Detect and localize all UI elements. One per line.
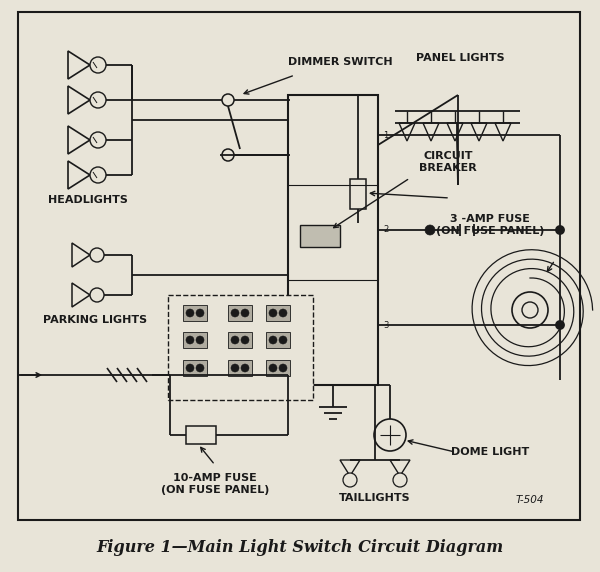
- Polygon shape: [72, 243, 90, 267]
- Bar: [300, 225, 340, 247]
- Circle shape: [90, 57, 106, 73]
- Polygon shape: [68, 51, 90, 79]
- Circle shape: [186, 309, 194, 317]
- Polygon shape: [495, 123, 511, 141]
- Circle shape: [196, 336, 204, 344]
- Circle shape: [269, 309, 277, 317]
- Circle shape: [279, 336, 287, 344]
- Circle shape: [374, 419, 406, 451]
- Circle shape: [393, 473, 407, 487]
- Circle shape: [186, 336, 194, 344]
- Polygon shape: [471, 123, 487, 141]
- Circle shape: [241, 336, 249, 344]
- Circle shape: [343, 473, 357, 487]
- Text: Figure 1—Main Light Switch Circuit Diagram: Figure 1—Main Light Switch Circuit Diagr…: [97, 539, 503, 557]
- Circle shape: [231, 364, 239, 372]
- Text: 3: 3: [383, 320, 389, 329]
- Circle shape: [241, 309, 249, 317]
- Circle shape: [512, 292, 548, 328]
- Bar: [228, 332, 252, 348]
- Text: 3 -AMP FUSE
(ON FUSE PANEL): 3 -AMP FUSE (ON FUSE PANEL): [436, 214, 544, 236]
- Bar: [266, 360, 290, 376]
- Text: PANEL LIGHTS: PANEL LIGHTS: [416, 53, 505, 63]
- Circle shape: [90, 167, 106, 183]
- Bar: [266, 332, 290, 348]
- Text: 10-AMP FUSE
(ON FUSE PANEL): 10-AMP FUSE (ON FUSE PANEL): [161, 473, 269, 495]
- Circle shape: [231, 336, 239, 344]
- Bar: [183, 332, 207, 348]
- Circle shape: [196, 364, 204, 372]
- Bar: [183, 360, 207, 376]
- Polygon shape: [447, 123, 463, 141]
- Bar: [18, 12, 580, 520]
- Circle shape: [196, 309, 204, 317]
- Bar: [168, 295, 313, 400]
- Polygon shape: [423, 123, 439, 141]
- Circle shape: [186, 364, 194, 372]
- Circle shape: [231, 309, 239, 317]
- Bar: [228, 360, 252, 376]
- Text: DOME LIGHT: DOME LIGHT: [451, 447, 529, 457]
- Circle shape: [425, 225, 435, 235]
- Bar: [350, 179, 366, 209]
- Polygon shape: [68, 126, 90, 154]
- Text: PARKING LIGHTS: PARKING LIGHTS: [43, 315, 147, 325]
- Circle shape: [279, 364, 287, 372]
- Circle shape: [556, 321, 564, 329]
- Circle shape: [90, 132, 106, 148]
- Circle shape: [269, 364, 277, 372]
- Polygon shape: [68, 86, 90, 114]
- Polygon shape: [72, 283, 90, 307]
- Circle shape: [222, 94, 234, 106]
- Bar: [266, 305, 290, 321]
- Circle shape: [556, 226, 564, 234]
- Circle shape: [90, 248, 104, 262]
- Bar: [183, 305, 207, 321]
- Circle shape: [90, 92, 106, 108]
- Polygon shape: [399, 123, 415, 141]
- Text: 1: 1: [383, 130, 389, 140]
- Circle shape: [90, 288, 104, 302]
- Polygon shape: [390, 460, 410, 476]
- Polygon shape: [68, 161, 90, 189]
- Bar: [288, 95, 378, 385]
- Text: TAILLIGHTS: TAILLIGHTS: [339, 493, 411, 503]
- Bar: [186, 426, 216, 444]
- Text: CIRCUIT
BREAKER: CIRCUIT BREAKER: [419, 151, 477, 173]
- Text: 2: 2: [383, 225, 389, 235]
- Text: T-504: T-504: [516, 495, 544, 505]
- Bar: [228, 305, 252, 321]
- Circle shape: [269, 336, 277, 344]
- Text: HEADLIGHTS: HEADLIGHTS: [48, 195, 128, 205]
- Circle shape: [522, 302, 538, 318]
- Polygon shape: [340, 460, 360, 476]
- Circle shape: [241, 364, 249, 372]
- Circle shape: [279, 309, 287, 317]
- Text: DIMMER SWITCH: DIMMER SWITCH: [287, 57, 392, 67]
- Circle shape: [222, 149, 234, 161]
